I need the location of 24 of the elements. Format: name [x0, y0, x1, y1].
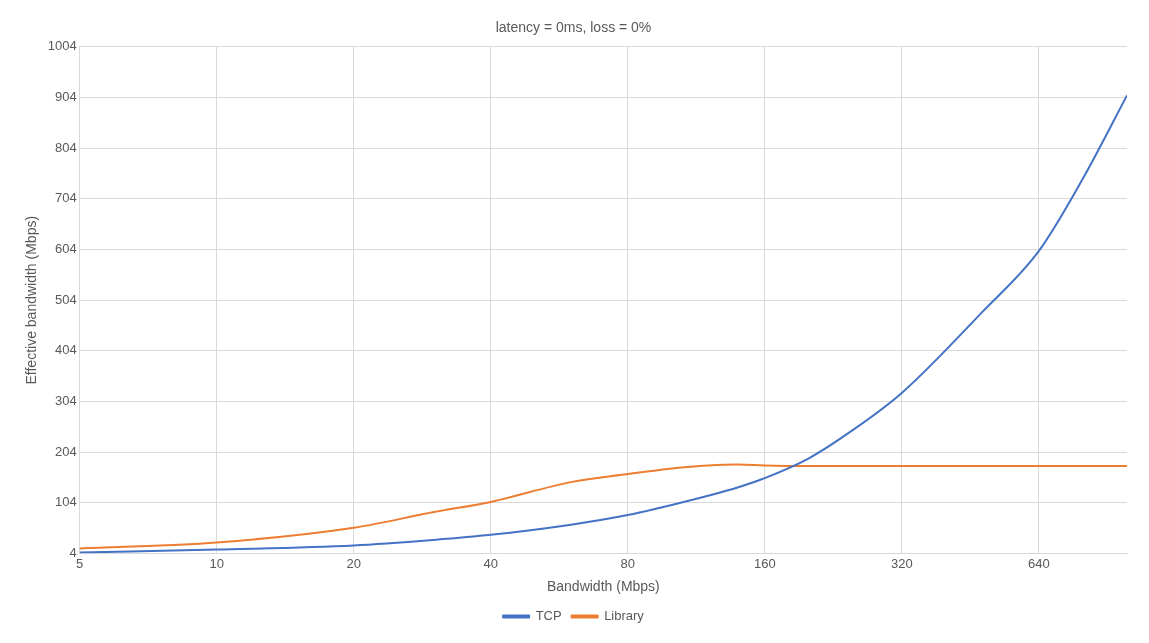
y-tick-label: 304 — [55, 393, 77, 409]
x-tick-label: 160 — [753, 555, 776, 571]
chart-title: latency = 0ms, loss = 0% — [495, 19, 652, 36]
y-tick-label: 504 — [55, 291, 77, 307]
x-tick-label: 320 — [890, 555, 913, 571]
y-tick-label: 904 — [55, 89, 77, 105]
x-tick-label: 10 — [209, 555, 224, 571]
x-tick-label: 20 — [346, 555, 361, 571]
legend-label: Library — [604, 608, 645, 624]
y-tick-label: 704 — [55, 190, 77, 206]
y-tick-label: 204 — [55, 443, 77, 459]
y-tick-label: 1004 — [47, 38, 77, 54]
x-tick-label: 40 — [483, 555, 498, 571]
x-axis-title: Bandwidth (Mbps) — [546, 578, 660, 595]
x-tick-label: 80 — [620, 555, 635, 571]
x-tick-label: 640 — [1027, 555, 1050, 571]
x-tick-label: 5 — [76, 555, 84, 571]
legend-label: TCP — [535, 608, 562, 624]
y-tick-label: 604 — [55, 241, 77, 257]
y-axis-title: Effective bandwidth (Mbps) — [23, 215, 40, 385]
y-tick-label: 4 — [69, 545, 77, 561]
y-tick-label: 404 — [55, 342, 77, 358]
y-tick-label: 804 — [55, 139, 77, 155]
y-tick-label: 104 — [55, 494, 77, 510]
